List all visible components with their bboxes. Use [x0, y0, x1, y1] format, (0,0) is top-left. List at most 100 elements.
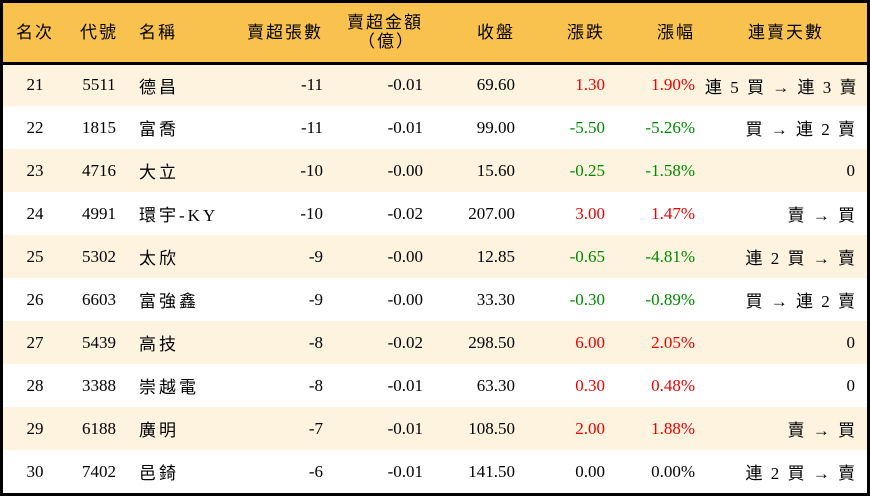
cell-name[interactable]: 邑錡	[139, 464, 179, 483]
table-row[interactable]: 22 1815 富喬 -11 -0.01 99.00 -5.50 -5.26% …	[3, 106, 867, 149]
cell-code[interactable]: 3388	[82, 375, 116, 395]
cell-close: 63.30	[476, 375, 515, 395]
cell-net-sell-amount: -0.01	[387, 375, 423, 395]
cell-net-sell-lots: -11	[300, 117, 323, 137]
cell-name[interactable]: 太欣	[139, 249, 179, 268]
cell-code[interactable]: 1815	[82, 117, 116, 137]
cell-rank: 27	[26, 332, 44, 352]
cell-streak: 買 → 連 2 賣	[745, 120, 857, 139]
table-row[interactable]: 27 5439 高技 -8 -0.02 298.50 6.00 2.05% 0	[3, 321, 867, 364]
cell-rank: 21	[26, 75, 44, 95]
cell-net-sell-lots: -8	[308, 332, 323, 352]
header-net-sell-amount[interactable]: 賣超金額 （億）	[333, 3, 433, 65]
cell-change-pct: -1.58%	[645, 160, 695, 180]
cell-change-pct: 1.90%	[651, 75, 695, 95]
table-row[interactable]: 26 6603 富強鑫 -9 -0.00 33.30 -0.30 -0.89% …	[3, 278, 867, 321]
cell-net-sell-lots: -9	[308, 289, 323, 309]
cell-rank: 22	[26, 117, 44, 137]
cell-streak: 賣 → 買	[787, 206, 857, 225]
cell-net-sell-amount: -0.02	[387, 203, 423, 223]
cell-net-sell-amount: -0.00	[387, 246, 423, 266]
header-row: 名次 代號 名稱 賣超張數 賣超金額 （億） 收盤 漲跌 漲幅 連賣天數	[3, 3, 867, 65]
cell-close: 207.00	[468, 203, 515, 223]
cell-change-pct: -0.89%	[645, 289, 695, 309]
cell-code[interactable]: 4716	[82, 160, 116, 180]
cell-code[interactable]: 5439	[82, 332, 116, 352]
cell-net-sell-lots: -7	[308, 418, 323, 438]
table-row[interactable]: 23 4716 大立 -10 -0.00 15.60 -0.25 -1.58% …	[3, 149, 867, 192]
cell-change: -0.25	[569, 160, 605, 180]
table-row[interactable]: 30 7402 邑錡 -6 -0.01 141.50 0.00 0.00% 連 …	[3, 450, 867, 493]
cell-code[interactable]: 6188	[82, 418, 116, 438]
cell-change: 2.00	[575, 418, 605, 438]
cell-net-sell-amount: -0.00	[387, 160, 423, 180]
cell-streak: 連 2 買 → 賣	[745, 464, 857, 483]
cell-rank: 30	[26, 461, 44, 481]
cell-name[interactable]: 高技	[139, 335, 179, 354]
cell-net-sell-amount: -0.01	[387, 117, 423, 137]
cell-close: 141.50	[468, 461, 515, 481]
cell-change: 1.30	[575, 75, 605, 95]
cell-change: 6.00	[575, 332, 605, 352]
cell-change: 3.00	[575, 203, 605, 223]
cell-net-sell-lots: -10	[300, 203, 323, 223]
cell-net-sell-lots: -10	[300, 160, 323, 180]
cell-change: -5.50	[569, 117, 605, 137]
cell-net-sell-amount: -0.01	[387, 461, 423, 481]
cell-change-pct: 0.48%	[651, 375, 695, 395]
cell-net-sell-lots: -6	[308, 461, 323, 481]
table-row[interactable]: 24 4991 環宇-KY -10 -0.02 207.00 3.00 1.47…	[3, 192, 867, 235]
cell-code[interactable]: 6603	[82, 289, 116, 309]
cell-rank: 24	[26, 203, 44, 223]
cell-change-pct: 2.05%	[651, 332, 695, 352]
header-change-pct[interactable]: 漲幅	[615, 3, 705, 65]
header-code[interactable]: 代號	[67, 3, 131, 65]
header-net-sell-lots[interactable]: 賣超張數	[231, 3, 333, 65]
cell-name[interactable]: 環宇-KY	[139, 206, 219, 225]
cell-name[interactable]: 德昌	[139, 77, 179, 97]
cell-close: 33.30	[476, 289, 515, 309]
table-row[interactable]: 29 6188 廣明 -7 -0.01 108.50 2.00 1.88% 賣 …	[3, 407, 867, 450]
table-row[interactable]: 21 5511 德昌 -11 -0.01 69.60 1.30 1.90% 連 …	[3, 63, 867, 106]
header-rank[interactable]: 名次	[3, 3, 67, 65]
cell-close: 108.50	[468, 418, 515, 438]
cell-close: 298.50	[468, 332, 515, 352]
cell-name[interactable]: 崇越電	[139, 378, 199, 397]
cell-rank: 23	[26, 160, 44, 180]
cell-net-sell-amount: -0.01	[387, 75, 423, 95]
cell-change: -0.65	[569, 246, 605, 266]
cell-close: 15.60	[476, 160, 515, 180]
cell-change: 0.00	[575, 461, 605, 481]
table-row[interactable]: 28 3388 崇越電 -8 -0.01 63.30 0.30 0.48% 0	[3, 364, 867, 407]
table-body: 21 5511 德昌 -11 -0.01 69.60 1.30 1.90% 連 …	[3, 63, 867, 493]
cell-streak: 連 5 買 → 連 3 賣	[705, 77, 859, 97]
cell-rank: 28	[26, 375, 44, 395]
cell-change: -0.30	[569, 289, 605, 309]
cell-net-sell-lots: -8	[308, 375, 323, 395]
cell-close: 99.00	[476, 117, 515, 137]
cell-code[interactable]: 5511	[82, 75, 116, 95]
table-row[interactable]: 25 5302 太欣 -9 -0.00 12.85 -0.65 -4.81% 連…	[3, 235, 867, 278]
cell-change-pct: -5.26%	[645, 117, 695, 137]
cell-name[interactable]: 富喬	[139, 120, 179, 139]
cell-net-sell-amount: -0.01	[387, 418, 423, 438]
header-net-sell-amount-line1: 賣超金額	[347, 13, 423, 33]
cell-close: 69.60	[476, 75, 515, 95]
cell-change-pct: 1.88%	[651, 418, 695, 438]
cell-code[interactable]: 4991	[82, 203, 116, 223]
cell-code[interactable]: 7402	[82, 461, 116, 481]
cell-name[interactable]: 大立	[139, 163, 179, 182]
cell-code[interactable]: 5302	[82, 246, 116, 266]
cell-net-sell-amount: -0.02	[387, 332, 423, 352]
cell-name[interactable]: 富強鑫	[139, 292, 199, 311]
cell-net-sell-lots: -11	[300, 75, 323, 95]
header-streak[interactable]: 連賣天數	[705, 3, 867, 65]
header-change[interactable]: 漲跌	[525, 3, 615, 65]
header-name[interactable]: 名稱	[131, 3, 231, 65]
cell-name[interactable]: 廣明	[139, 421, 179, 440]
net-sell-ranking-table: 名次 代號 名稱 賣超張數 賣超金額 （億） 收盤 漲跌 漲幅 連賣天數 21 …	[3, 3, 867, 493]
header-close[interactable]: 收盤	[433, 3, 525, 65]
cell-streak: 買 → 連 2 賣	[745, 292, 857, 311]
cell-streak: 0	[846, 375, 857, 395]
